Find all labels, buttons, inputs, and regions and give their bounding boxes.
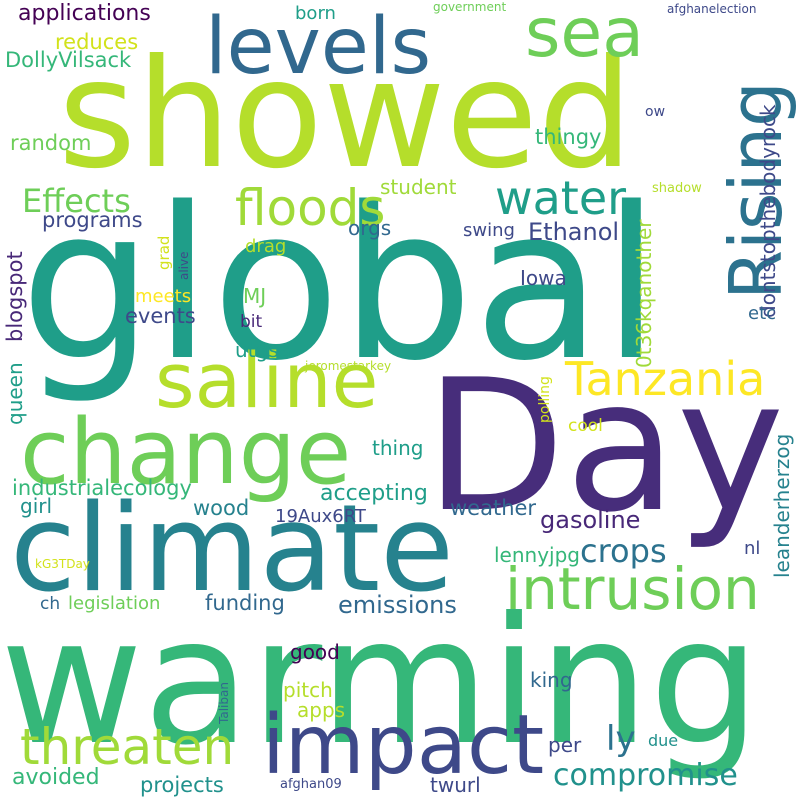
word-change: change [20,400,352,505]
word-ethanol: Ethanol [528,218,620,246]
word-ow: ow [645,104,666,120]
word-polling: polling [537,376,553,423]
word-water: water [495,171,627,225]
word-accepting: accepting [320,481,428,506]
word-twurl: twurl [430,773,481,797]
word-effects: Effects [22,182,131,220]
word-utgsa: utgsa [235,338,291,362]
word-due: due [648,731,679,750]
word-government: government [433,0,507,14]
word-meets: meets [135,286,192,307]
word-student: student [380,175,457,199]
word-global: global [20,162,661,407]
word-alive: alive [177,251,191,280]
word-leanderherzog: leanderherzog [770,433,794,578]
word-applications: applications [18,1,151,26]
word-drag: drag [245,236,287,257]
word-levels: levels [205,2,432,92]
word-random: random [10,131,92,155]
word-born: born [295,3,336,24]
word-cool: cool [568,416,603,436]
word-intrusion: intrusion [505,555,760,623]
word-saline: saline [155,336,379,425]
word-grad: grad [155,235,173,270]
word-ch: ch [40,594,61,614]
word-bit: bit [240,312,263,332]
word-ly: ly [606,719,636,759]
word-per: per [548,733,582,757]
word-floods: floods [235,179,386,237]
word-sea: sea [525,0,644,73]
word-lennyjpg: lennyjpg [494,543,580,567]
word-thing: thing [372,436,424,460]
word-reduces: reduces [55,30,139,54]
word-dontstopthebodyrock: dontstopthebodyrock [756,104,780,318]
word-19aux6rt: 19Aux6RT [275,506,366,527]
word-afghan09: afghan09 [280,777,342,792]
word-crops: crops [580,532,667,570]
word-funding: funding [205,591,285,615]
word-mj: MJ [243,284,267,308]
word-showed: showed [58,28,634,202]
word-impact: impact [262,698,545,793]
word-thingy: thingy [535,125,602,149]
word-iowa: Iowa [520,266,567,290]
word-dollyvilsack: DollyVilsack [5,48,132,72]
word-kg3tday: kG3TDay [35,557,90,571]
word-blogspot: blogspot [3,251,27,342]
word-emissions: emissions [338,591,457,619]
word-warming: warming [0,581,761,784]
word-0t36kqanother: 0t36kqanother [632,219,656,368]
word-pitch: pitch [283,678,333,702]
word-orgs: orgs [348,216,392,240]
word-weather: weather [450,496,537,520]
word-legislation: legislation [68,593,161,614]
word-nl: nl [744,538,761,559]
word-wood: wood [193,496,250,520]
word-swing: swing [463,220,515,241]
word-tanzania: Tanzania [565,352,766,406]
word-jeromestarkey: jeromestarkey [305,359,392,373]
word-good: good [290,640,340,664]
word-girl: girl [20,494,53,518]
word-king: king [530,668,573,692]
word-threaten: threaten [20,718,235,776]
word-avoided: avoided [12,765,100,790]
word-programs: programs [42,208,143,232]
word-industrialecology: industrialecology [12,476,192,500]
word-queen: queen [3,362,27,425]
word-projects: projects [140,773,224,797]
word-events: events [125,304,196,328]
word-etc: etc [748,303,777,324]
word-climate: climate [10,480,454,619]
word-shadow: shadow [652,181,702,196]
word-apps: apps [297,698,346,722]
word-day: Day [425,340,785,552]
word-afghanelection: afghanelection [667,2,757,16]
word-compromise: compromise [553,758,738,793]
word-taliban: Taliban [217,682,231,724]
word-gasoline: gasoline [540,506,641,534]
